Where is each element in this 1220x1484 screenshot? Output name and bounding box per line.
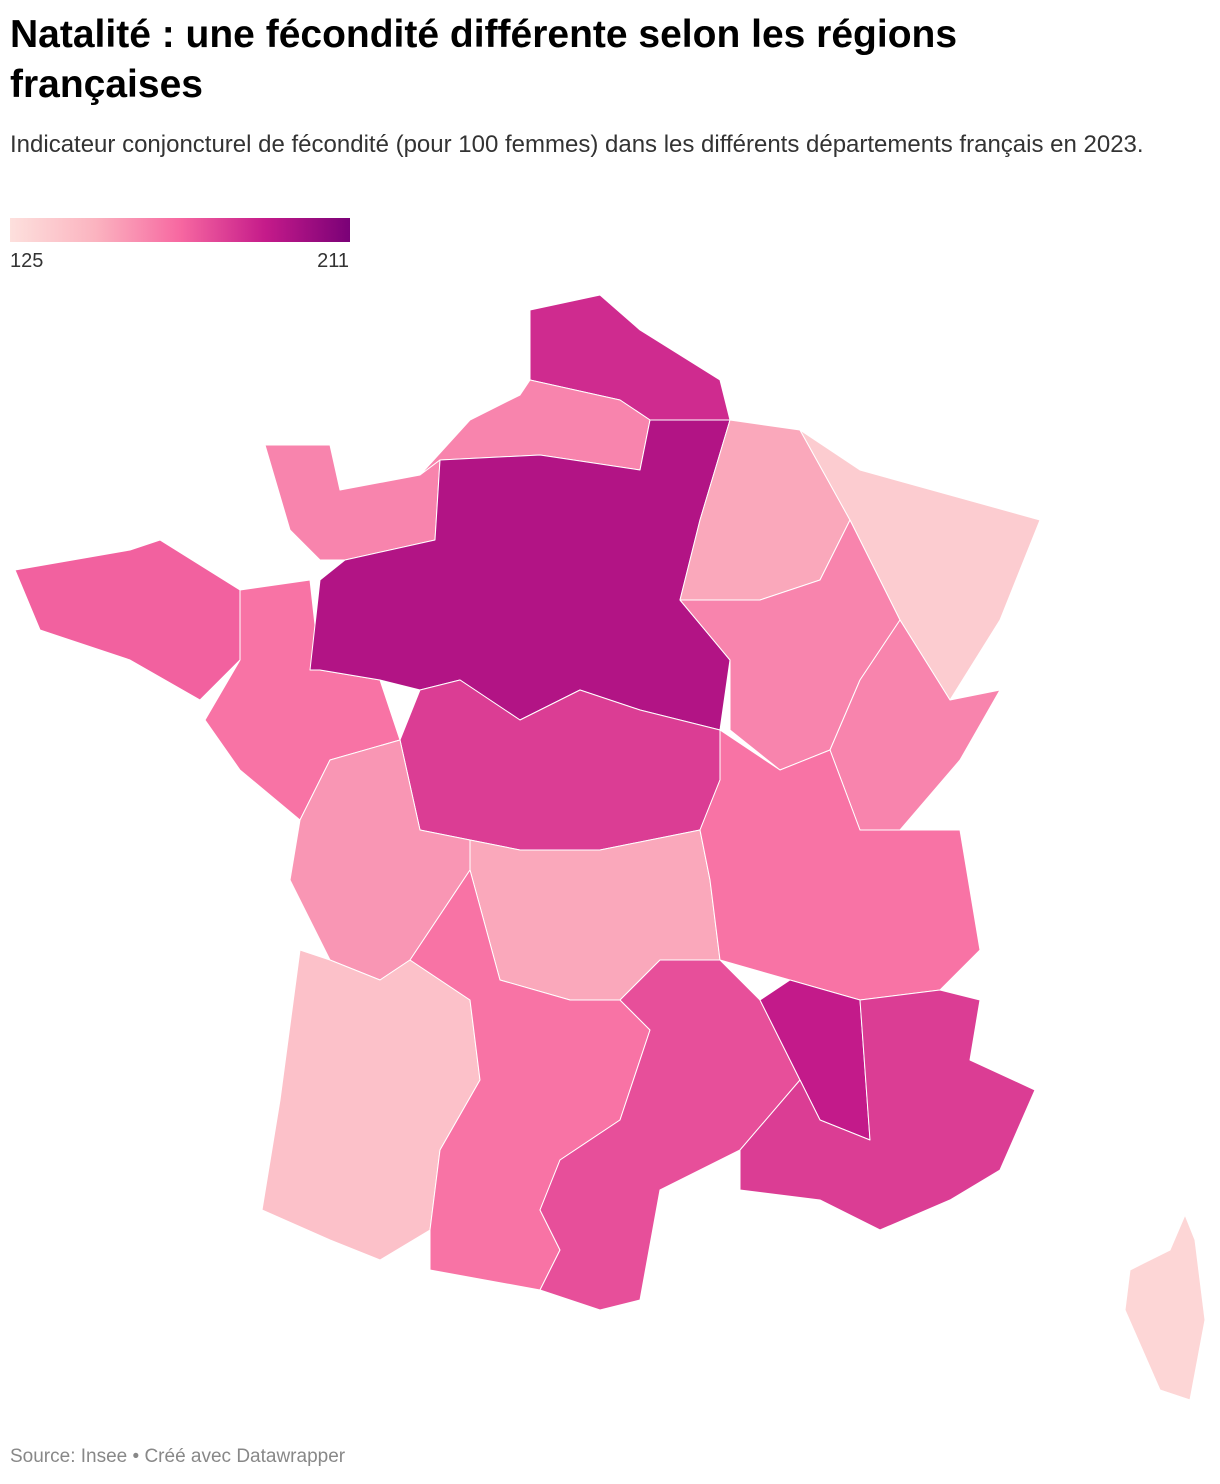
source: Source: Insee • Créé avec Datawrapper (10, 1446, 346, 1467)
region (739, 989, 1036, 1231)
region (14, 539, 241, 701)
region (539, 959, 801, 1311)
title: Natalité : une fécondité différente selo… (10, 13, 958, 106)
region (699, 729, 981, 1001)
legend-min-label: 125 (10, 250, 43, 272)
map: 125 211 (10, 218, 1206, 1401)
region (264, 444, 441, 561)
legend-max-label: 211 (317, 250, 349, 272)
subtitle: Indicateur conjoncturel de fécondité (po… (10, 131, 1144, 158)
region (1124, 1214, 1206, 1401)
legend-gradient (10, 218, 350, 242)
